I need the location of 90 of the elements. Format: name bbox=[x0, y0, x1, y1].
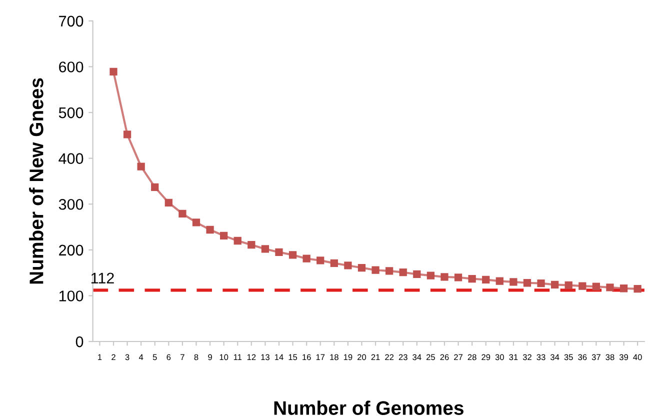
x-tick-label: 10 bbox=[220, 354, 228, 360]
x-tick-label: 37 bbox=[592, 354, 600, 360]
point bbox=[137, 162, 145, 170]
point bbox=[426, 272, 435, 280]
y-tick-label: 200 bbox=[59, 244, 84, 256]
x-tick-label: 35 bbox=[564, 354, 573, 360]
point bbox=[302, 254, 310, 262]
point bbox=[386, 267, 394, 275]
x-tick-label: 17 bbox=[316, 354, 325, 360]
x-tick-label: 28 bbox=[468, 354, 476, 360]
x-tick-label: 8 bbox=[194, 354, 198, 360]
point bbox=[178, 210, 186, 218]
point bbox=[206, 226, 214, 234]
x-tick-label: 18 bbox=[330, 354, 338, 360]
x-tick-label: 2 bbox=[112, 354, 116, 360]
point bbox=[496, 277, 504, 285]
x-tick-label: 3 bbox=[125, 354, 130, 360]
point bbox=[248, 241, 256, 249]
x-tick-label: 34 bbox=[550, 354, 560, 360]
point bbox=[550, 280, 559, 289]
x-tick-label: 25 bbox=[426, 354, 435, 360]
point bbox=[234, 236, 242, 245]
x-tick-label: 14 bbox=[274, 354, 284, 360]
y-tick-label: 600 bbox=[59, 62, 84, 72]
point bbox=[482, 276, 490, 284]
x-tick-label: 1 bbox=[98, 354, 102, 360]
x-tick-label: 21 bbox=[371, 354, 380, 360]
y-tick-label: 100 bbox=[59, 290, 84, 302]
point bbox=[454, 274, 462, 282]
x-tick-label: 26 bbox=[440, 354, 449, 360]
point bbox=[413, 270, 421, 278]
point bbox=[151, 183, 159, 191]
point bbox=[440, 273, 448, 281]
point bbox=[537, 280, 545, 288]
x-tick-label: 19 bbox=[344, 354, 352, 360]
y-tick-label: 300 bbox=[58, 198, 84, 210]
point bbox=[564, 281, 572, 289]
x-tick-label: 29 bbox=[482, 354, 490, 360]
x-tick-label: 15 bbox=[288, 354, 298, 360]
x-axis-title: Number of Genomes bbox=[274, 400, 464, 415]
point bbox=[344, 262, 352, 270]
point bbox=[330, 259, 338, 268]
point bbox=[220, 232, 228, 240]
x-tick-label: 31 bbox=[509, 354, 518, 360]
x-tick-label: 13 bbox=[261, 354, 270, 360]
x-tick-label: 36 bbox=[578, 354, 587, 360]
point bbox=[523, 279, 532, 287]
x-tick-label: 22 bbox=[385, 354, 394, 360]
point bbox=[275, 248, 283, 256]
ref-line-label: 112 bbox=[91, 272, 114, 284]
y-tick-label: 400 bbox=[58, 153, 84, 164]
point bbox=[606, 284, 614, 292]
x-tick-label: 30 bbox=[495, 354, 504, 360]
x-tick-label: 27 bbox=[454, 354, 462, 360]
x-tick-label: 34 bbox=[412, 354, 422, 360]
point bbox=[592, 282, 600, 290]
point bbox=[399, 268, 407, 276]
x-tick-label: 11 bbox=[234, 354, 242, 360]
point bbox=[634, 285, 642, 293]
x-tick-label: 4 bbox=[138, 354, 144, 360]
point bbox=[510, 278, 518, 286]
y-axis-title: Number of New Gnees bbox=[29, 78, 44, 284]
x-tick-label: 9 bbox=[208, 354, 212, 360]
x-tick-label: 23 bbox=[398, 354, 408, 360]
point bbox=[261, 245, 270, 253]
y-tick-label: 500 bbox=[58, 107, 84, 118]
x-tick-label: 6 bbox=[166, 354, 171, 360]
point bbox=[123, 130, 132, 138]
y-tick-label: 0 bbox=[76, 336, 84, 348]
point bbox=[372, 266, 380, 274]
point bbox=[164, 198, 172, 207]
x-tick-label: 39 bbox=[619, 354, 628, 360]
point bbox=[358, 264, 366, 272]
x-tick-label: 5 bbox=[152, 354, 157, 360]
x-tick-label: 7 bbox=[180, 354, 184, 360]
x-tick-label: 12 bbox=[247, 354, 256, 360]
x-tick-label: 38 bbox=[606, 354, 614, 360]
point bbox=[620, 284, 628, 292]
x-tick-label: 16 bbox=[302, 354, 311, 360]
y-tick-label: 700 bbox=[59, 16, 84, 27]
x-tick-label: 32 bbox=[522, 354, 532, 360]
point bbox=[468, 274, 476, 283]
point bbox=[192, 218, 200, 226]
x-tick-label: 33 bbox=[536, 354, 546, 360]
point bbox=[578, 282, 586, 290]
x-tick-label: 20 bbox=[358, 354, 366, 360]
point bbox=[110, 68, 118, 76]
x-tick-label: 40 bbox=[633, 354, 642, 360]
point bbox=[288, 251, 297, 259]
point bbox=[316, 256, 324, 264]
